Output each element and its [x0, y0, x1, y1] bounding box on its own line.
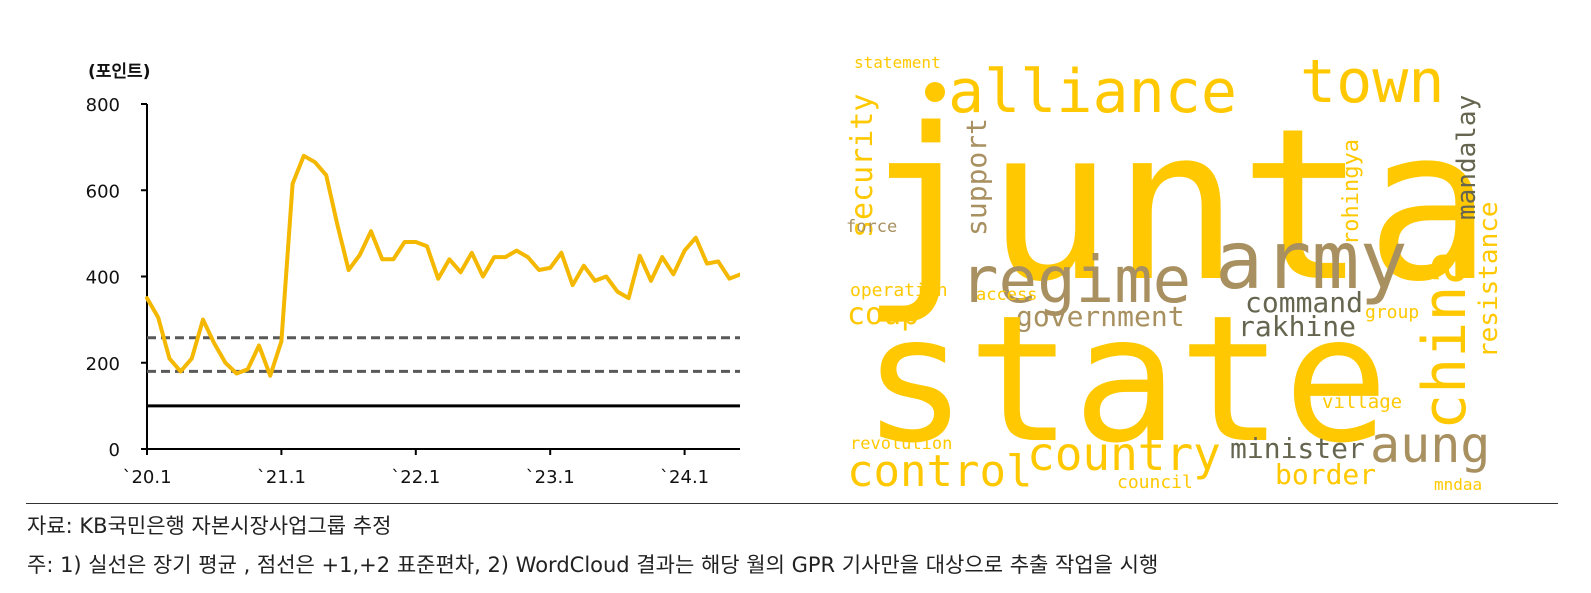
word-government: government: [1016, 300, 1185, 333]
word-statement: statement: [854, 53, 941, 72]
word-resistance: resistance: [1474, 201, 1504, 358]
word-minister: minister: [1230, 432, 1365, 465]
word-mandalay: mandalay: [1452, 95, 1482, 220]
word-control: control: [847, 446, 1032, 497]
word-town: town: [1300, 47, 1445, 117]
word-regime: regime: [960, 244, 1191, 318]
word-rakhine: rakhine: [1238, 310, 1356, 343]
word-army: army: [1215, 214, 1408, 307]
y-tick-label: 200: [86, 354, 120, 375]
source-note: 자료: KB국민은행 자본시장사업그룹 추정: [27, 514, 392, 538]
x-tick-label: `21.1: [257, 467, 306, 488]
footer-divider: [26, 503, 1558, 504]
word-border: border: [1275, 458, 1376, 491]
word-mndaa: mndaa: [1434, 475, 1482, 494]
word-command: command: [1245, 286, 1363, 319]
footnote: 주: 1) 실선은 장기 평균 , 점선은 +1,+2 표준편차, 2) Wor…: [27, 553, 1159, 577]
y-axis-label: (포인트): [88, 62, 150, 82]
y-tick-label: 800: [86, 95, 120, 116]
x-tick-label: `23.1: [526, 467, 575, 488]
x-tick-label: `22.1: [391, 467, 440, 488]
word-council: council: [1117, 472, 1193, 493]
y-tick-label: 0: [109, 440, 120, 461]
x-tick-label: `24.1: [660, 467, 709, 488]
x-tick-label: `20.1: [122, 467, 171, 488]
word-group: group: [1365, 302, 1419, 323]
word-support: support: [960, 118, 993, 236]
word-state: state: [862, 279, 1389, 482]
word-force: force: [846, 217, 897, 237]
word-aung: aung: [1370, 416, 1490, 474]
word-country: country: [1027, 427, 1221, 481]
series-line: [145, 153, 740, 378]
y-tick-label: 600: [86, 181, 120, 202]
word-access: access: [976, 285, 1037, 305]
word-security: security: [845, 94, 880, 239]
word-china: china: [1410, 249, 1480, 430]
y-tick-label: 400: [86, 268, 120, 289]
word-alliance: alliance: [948, 57, 1237, 127]
word-coup: coup: [847, 297, 919, 332]
word-revolution: revolution: [850, 434, 952, 454]
gpr-line-chart: (포인트) 0 200 400 600 800 `20.1 `21.1 `22.1 `23.1 `2…: [86, 62, 740, 488]
word-operation: operation: [850, 280, 948, 301]
word-rohingya: rohingya: [1339, 139, 1364, 245]
bullet-dot: [925, 82, 945, 102]
word-junta: junta: [860, 83, 1492, 328]
word-village: village: [1322, 391, 1402, 413]
